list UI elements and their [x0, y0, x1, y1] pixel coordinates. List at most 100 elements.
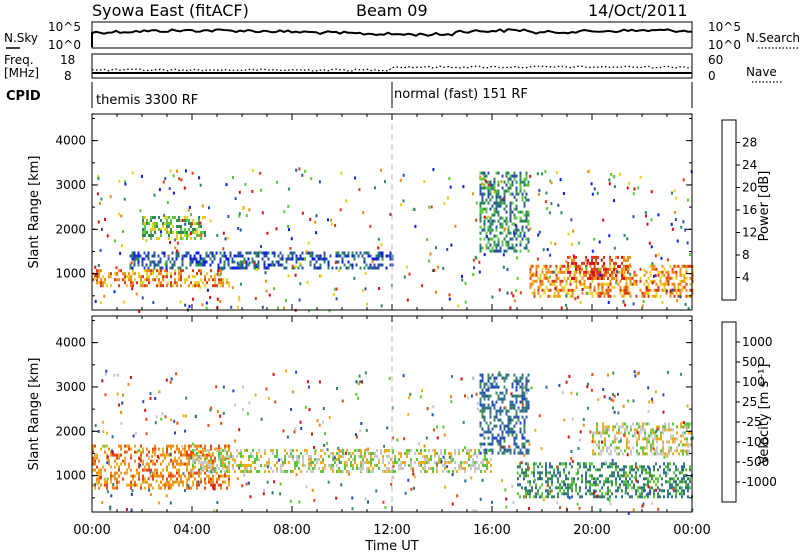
heatmap-cell	[669, 480, 671, 484]
heatmap-cell	[422, 455, 424, 458]
heatmap-cell	[493, 186, 496, 190]
heatmap-cell	[346, 464, 348, 467]
heatmap-cell	[577, 264, 579, 268]
heatmap-cell	[300, 452, 302, 455]
heatmap-cell	[516, 276, 519, 280]
heatmap-cell	[629, 477, 631, 481]
heatmap-cell	[284, 461, 286, 464]
heatmap-cell	[545, 495, 547, 499]
heatmap-cell	[607, 285, 610, 289]
heatmap-cell	[474, 461, 476, 464]
heatmap-cell	[424, 470, 426, 473]
heatmap-cell	[545, 468, 547, 472]
heatmap-cell	[601, 492, 603, 496]
heatmap-cell	[633, 282, 636, 286]
heatmap-cell	[170, 222, 172, 225]
heatmap-cell	[304, 449, 306, 452]
heatmap-cell	[572, 229, 575, 233]
heatmap-cell	[581, 276, 584, 280]
heatmap-cell	[236, 455, 238, 458]
heatmap-cell	[636, 431, 639, 435]
heatmap-cell	[493, 234, 496, 238]
heatmap-cell	[533, 468, 535, 472]
heatmap-cell	[519, 240, 522, 244]
nave-tick-high: 60	[708, 53, 723, 67]
heatmap-cell	[180, 178, 183, 182]
heatmap-cell	[210, 480, 212, 484]
heatmap-cell	[603, 495, 605, 499]
heatmap-cell	[366, 302, 368, 306]
heatmap-cell	[174, 281, 176, 285]
heatmap-cell	[604, 437, 606, 441]
heatmap-cell	[479, 379, 482, 383]
heatmap-cell	[621, 270, 623, 274]
heatmap-cell	[153, 260, 156, 264]
heatmap-cell	[222, 278, 224, 282]
heatmap-cell	[595, 477, 597, 481]
heatmap-cell	[142, 222, 144, 225]
heatmap-cell	[479, 246, 482, 250]
heatmap-cell	[493, 243, 496, 247]
heatmap-cell	[487, 183, 490, 187]
heatmap-cell	[549, 462, 551, 466]
heatmap-cell	[520, 461, 523, 465]
heatmap-cell	[639, 431, 642, 435]
heatmap-cell	[598, 452, 600, 456]
heatmap-cell	[271, 491, 274, 495]
heatmap-cell	[243, 261, 246, 265]
heatmap-cell	[129, 254, 132, 258]
heatmap-cell	[621, 480, 623, 484]
heatmap-cell	[212, 484, 215, 488]
heatmap-cell	[172, 225, 174, 228]
heatmap-cell	[162, 477, 164, 481]
heatmap-cell	[624, 303, 627, 307]
heatmap-cell	[626, 425, 628, 429]
heatmap-cell	[572, 481, 575, 485]
heatmap-cell	[579, 282, 582, 286]
heatmap-cell	[597, 288, 600, 292]
heatmap-cell	[342, 470, 344, 473]
heatmap-cell	[166, 269, 168, 273]
heatmap-cell	[581, 291, 584, 295]
heatmap-cell	[673, 270, 676, 274]
heatmap-cell	[299, 254, 302, 258]
freq-label: Freq.	[4, 53, 34, 67]
heatmap-cell	[122, 393, 124, 397]
heatmap-cell	[104, 278, 106, 282]
heatmap-cell	[665, 471, 667, 475]
heatmap-cell	[170, 477, 172, 481]
heatmap-cell	[130, 493, 133, 496]
heatmap-cell	[607, 373, 609, 377]
heatmap-cell	[487, 442, 490, 446]
heatmap-cell	[508, 445, 511, 449]
heatmap-cell	[318, 467, 320, 470]
heatmap-cell	[652, 440, 654, 444]
heatmap-cell	[214, 447, 216, 451]
heatmap-cell	[507, 228, 510, 232]
heatmap-cell	[563, 264, 566, 268]
heatmap-cell	[586, 406, 589, 410]
heatmap-cell	[557, 477, 559, 481]
heatmap-cell	[380, 304, 383, 308]
colorbar-tick-label: 1000	[742, 335, 773, 349]
heatmap-cell	[173, 263, 176, 267]
heatmap-cell	[537, 471, 539, 475]
heatmap-cell	[188, 477, 190, 481]
heatmap-cell	[479, 192, 482, 196]
heatmap-cell	[281, 254, 284, 258]
heatmap-cell	[164, 481, 167, 485]
heatmap-cell	[226, 470, 228, 473]
heatmap-cell	[470, 476, 473, 480]
heatmap-cell	[517, 382, 520, 386]
heatmap-cell	[169, 380, 172, 384]
heatmap-cell	[194, 461, 196, 464]
heatmap-cell	[192, 458, 194, 461]
heatmap-cell	[677, 285, 680, 289]
heatmap-cell	[621, 489, 623, 493]
heatmap-cell	[364, 371, 367, 375]
heatmap-cell	[133, 260, 136, 264]
heatmap-cell	[442, 464, 444, 467]
heatmap-cell	[450, 243, 453, 247]
